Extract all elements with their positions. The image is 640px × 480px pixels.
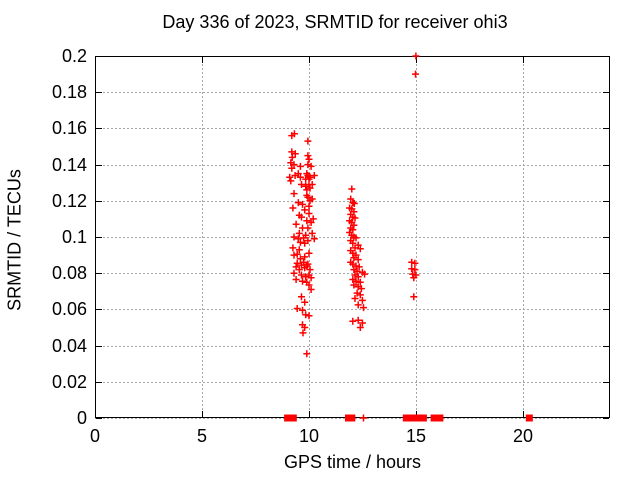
data-points-zero-flags [284, 414, 533, 422]
square-marker [419, 414, 427, 422]
square-marker [436, 414, 444, 422]
x-tick-label: 5 [197, 426, 207, 446]
square-marker [289, 414, 297, 422]
chart-title: Day 336 of 2023, SRMTID for receiver ohi… [162, 12, 508, 32]
y-tick-label: 0 [77, 408, 87, 428]
y-tick-label: 0.14 [52, 155, 87, 175]
tick-marks [95, 56, 609, 419]
y-tick-label: 0.1 [62, 227, 87, 247]
y-tick-label: 0.02 [52, 372, 87, 392]
y-tick-label: 0.12 [52, 191, 87, 211]
square-marker [525, 414, 533, 422]
y-tick-label: 0.06 [52, 299, 87, 319]
x-tick-label: 15 [406, 426, 426, 446]
y-tick-label: 0.08 [52, 263, 87, 283]
data-points-srmtid-values [286, 52, 420, 422]
y-tick-label: 0.2 [62, 46, 87, 66]
square-marker [348, 414, 356, 422]
x-tick-label: 20 [513, 426, 533, 446]
y-tick-label: 0.18 [52, 82, 87, 102]
x-tick-label: 0 [90, 426, 100, 446]
square-marker [414, 414, 422, 422]
y-tick-label: 0.04 [52, 336, 87, 356]
x-tick-label: 10 [299, 426, 319, 446]
x-axis-label: GPS time / hours [283, 452, 422, 472]
square-marker [406, 414, 413, 422]
y-tick-label: 0.16 [52, 118, 87, 138]
